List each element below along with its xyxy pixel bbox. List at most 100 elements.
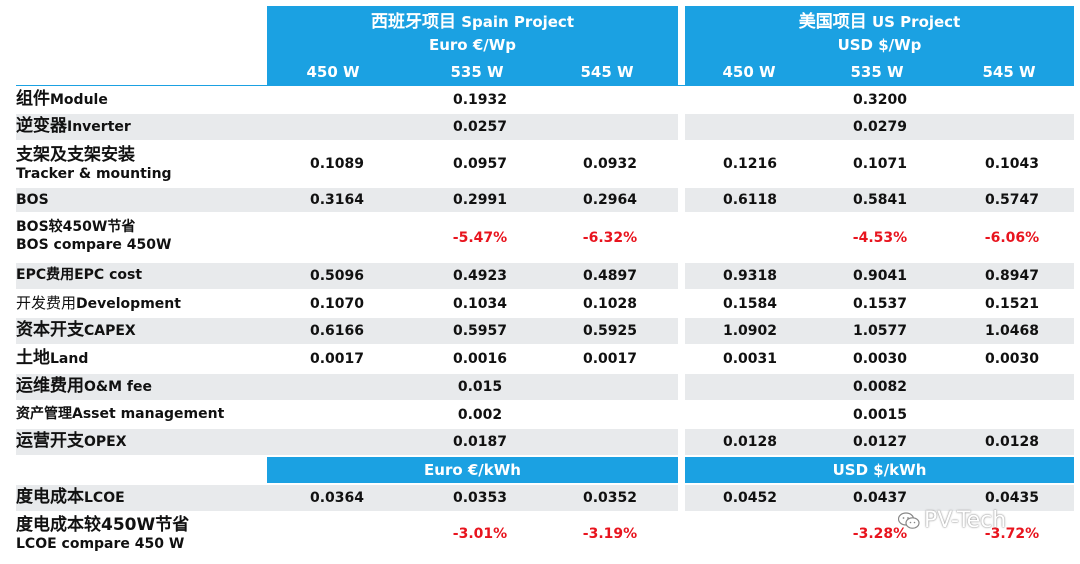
row-label-en: OPEX (84, 434, 127, 450)
table-row: 运营开支OPEX 0.0187 0.0128 0.0127 0.0128 (0, 429, 1080, 455)
table-cell: 0.9041 (852, 268, 908, 284)
table-cell: 0.1584 (722, 296, 778, 312)
row-label-en: Tracker & mounting (16, 166, 172, 182)
us-unit: USD $/Wp (837, 36, 922, 54)
table-row: 度电成本LCOE 0.0364 0.0353 0.0352 0.0452 0.0437 0.… (0, 485, 1080, 511)
table-cell: 0.0437 (852, 490, 908, 506)
row-label: 运营开支OPEX (16, 432, 127, 451)
row-label-zh: 支架及支架安装 (16, 145, 135, 165)
table-cell: 0.015 (457, 379, 503, 395)
spain-col-545: 545 W (580, 63, 634, 81)
table-cell: 0.0127 (852, 434, 908, 450)
row-label-zh: 组件 (16, 89, 50, 109)
table-cell: -3.01% (452, 526, 508, 542)
row-label: BOS较450W节省 BOS compare 450W (16, 218, 171, 254)
table-cell: 0.1537 (852, 296, 908, 312)
table-cell: 0.0015 (852, 407, 908, 423)
row-label: 土地Land (16, 349, 88, 368)
table-cell: 0.3164 (309, 192, 365, 208)
table-cell: 0.1071 (852, 156, 908, 172)
table-cell: 0.5957 (452, 323, 508, 339)
spain-title: 西班牙项目 Spain Project (267, 12, 678, 32)
table-cell: -6.32% (582, 230, 638, 246)
table-cell: 0.2991 (452, 192, 508, 208)
row-label: 支架及支架安装 Tracker & mounting (16, 146, 172, 183)
table-cell: 1.0902 (722, 323, 778, 339)
row-label-zh: 运维费用 (16, 376, 84, 396)
row-label-en: Module (50, 92, 108, 108)
us-kwh-unit: USD $/kWh (685, 457, 1074, 483)
table-row: 度电成本较450W节省 LCOE compare 450 W -3.01% -3.19… (0, 512, 1080, 556)
table-cell: 0.0082 (852, 379, 908, 395)
row-label-en: BOS compare 450W (16, 237, 172, 253)
table-row: 支架及支架安装 Tracker & mounting 0.1089 0.0957 0.0… (0, 142, 1080, 186)
us-header: 美国项目 US Project USD $/Wp 450 W 535 W 545… (685, 6, 1074, 85)
table-row: EPC费用EPC cost 0.5096 0.4923 0.4897 0.9318 0.9… (0, 263, 1080, 289)
spain-title-zh: 西班牙项目 (370, 12, 456, 32)
table-cell: 0.5841 (852, 192, 908, 208)
table-cell: -3.19% (582, 526, 638, 542)
table-cell: 0.0030 (852, 351, 908, 367)
table-cell: 0.1932 (452, 92, 508, 108)
table-cell: 0.6166 (309, 323, 365, 339)
row-label-en: Inverter (67, 119, 131, 135)
table-row: BOS 0.3164 0.2991 0.2964 0.6118 0.5841 0.5747 (0, 188, 1080, 212)
row-label: 度电成本LCOE (16, 488, 125, 507)
row-label: BOS (16, 191, 49, 209)
table-cell: 0.0353 (452, 490, 508, 506)
us-col-450: 450 W (722, 63, 776, 81)
table-cell: 0.1216 (722, 156, 778, 172)
row-label-en: EPC cost (74, 267, 143, 283)
table-cell: 0.0257 (452, 119, 508, 135)
header-rule (16, 85, 1074, 86)
row-label: EPC费用EPC cost (16, 266, 142, 284)
table-cell: 0.0017 (582, 351, 638, 367)
table-cell: 1.0468 (984, 323, 1040, 339)
row-label: 运维费用O&M fee (16, 377, 152, 396)
table-cell: 0.6118 (722, 192, 778, 208)
table-cell: 0.0932 (582, 156, 638, 172)
table-row: 开发费用Development 0.1070 0.1034 0.1028 0.1584 0… (0, 291, 1080, 317)
spain-header: 西班牙项目 Spain Project Euro €/Wp 450 W 535 … (267, 6, 678, 85)
table-cell: 0.1043 (984, 156, 1040, 172)
us-title-en: US Project (871, 13, 961, 31)
table-cell: 0.1521 (984, 296, 1040, 312)
table-row: 资本开支CAPEX 0.6166 0.5957 0.5925 1.0902 1.0577 1… (0, 318, 1080, 344)
table-cell: 0.0957 (452, 156, 508, 172)
table-cell: 0.1028 (582, 296, 638, 312)
table-cell: -4.53% (852, 230, 908, 246)
watermark-text: PV-Tech (924, 508, 1007, 533)
table-cell: 0.0364 (309, 490, 365, 506)
us-col-535: 535 W (850, 63, 904, 81)
row-label-en: LCOE (84, 490, 125, 506)
table-cell: 0.0017 (309, 351, 365, 367)
table-cell: -3.28% (852, 526, 908, 542)
row-label-zh: 度电成本较450W节省 (16, 515, 190, 535)
row-label-zh: EPC费用 (16, 267, 75, 283)
row-label-zh: 开发费用 (16, 294, 77, 312)
spain-kwh-unit: Euro €/kWh (267, 457, 678, 483)
row-label-en: Land (50, 351, 89, 367)
row-label-en: CAPEX (84, 323, 136, 339)
row-label: 度电成本较450W节省 LCOE compare 450 W (16, 516, 189, 553)
table-cell: 0.0452 (722, 490, 778, 506)
table-cell: 0.1034 (452, 296, 508, 312)
table-cell: 0.0352 (582, 490, 638, 506)
table-cell: 0.002 (457, 407, 503, 423)
table-cell: 0.5925 (582, 323, 638, 339)
table-cell: 0.5747 (984, 192, 1040, 208)
table-cell: -6.06% (984, 230, 1040, 246)
row-label-zh: 土地 (16, 348, 50, 368)
table-cell: 0.1070 (309, 296, 365, 312)
table-cell: 0.0128 (722, 434, 778, 450)
row-label: 资本开支CAPEX (16, 321, 136, 340)
spain-col-535: 535 W (450, 63, 504, 81)
table-row: 土地Land 0.0017 0.0016 0.0017 0.0031 0.0030 0.00… (0, 346, 1080, 372)
spain-title-en: Spain Project (461, 13, 574, 31)
us-title: 美国项目 US Project (685, 12, 1074, 32)
row-label-zh: 度电成本 (16, 487, 84, 507)
row-label-zh: 资本开支 (16, 320, 84, 340)
row-label-zh: 资产管理 (16, 406, 72, 422)
table-cell: 0.2964 (582, 192, 638, 208)
row-label-zh: BOS较450W节省 (16, 219, 136, 235)
